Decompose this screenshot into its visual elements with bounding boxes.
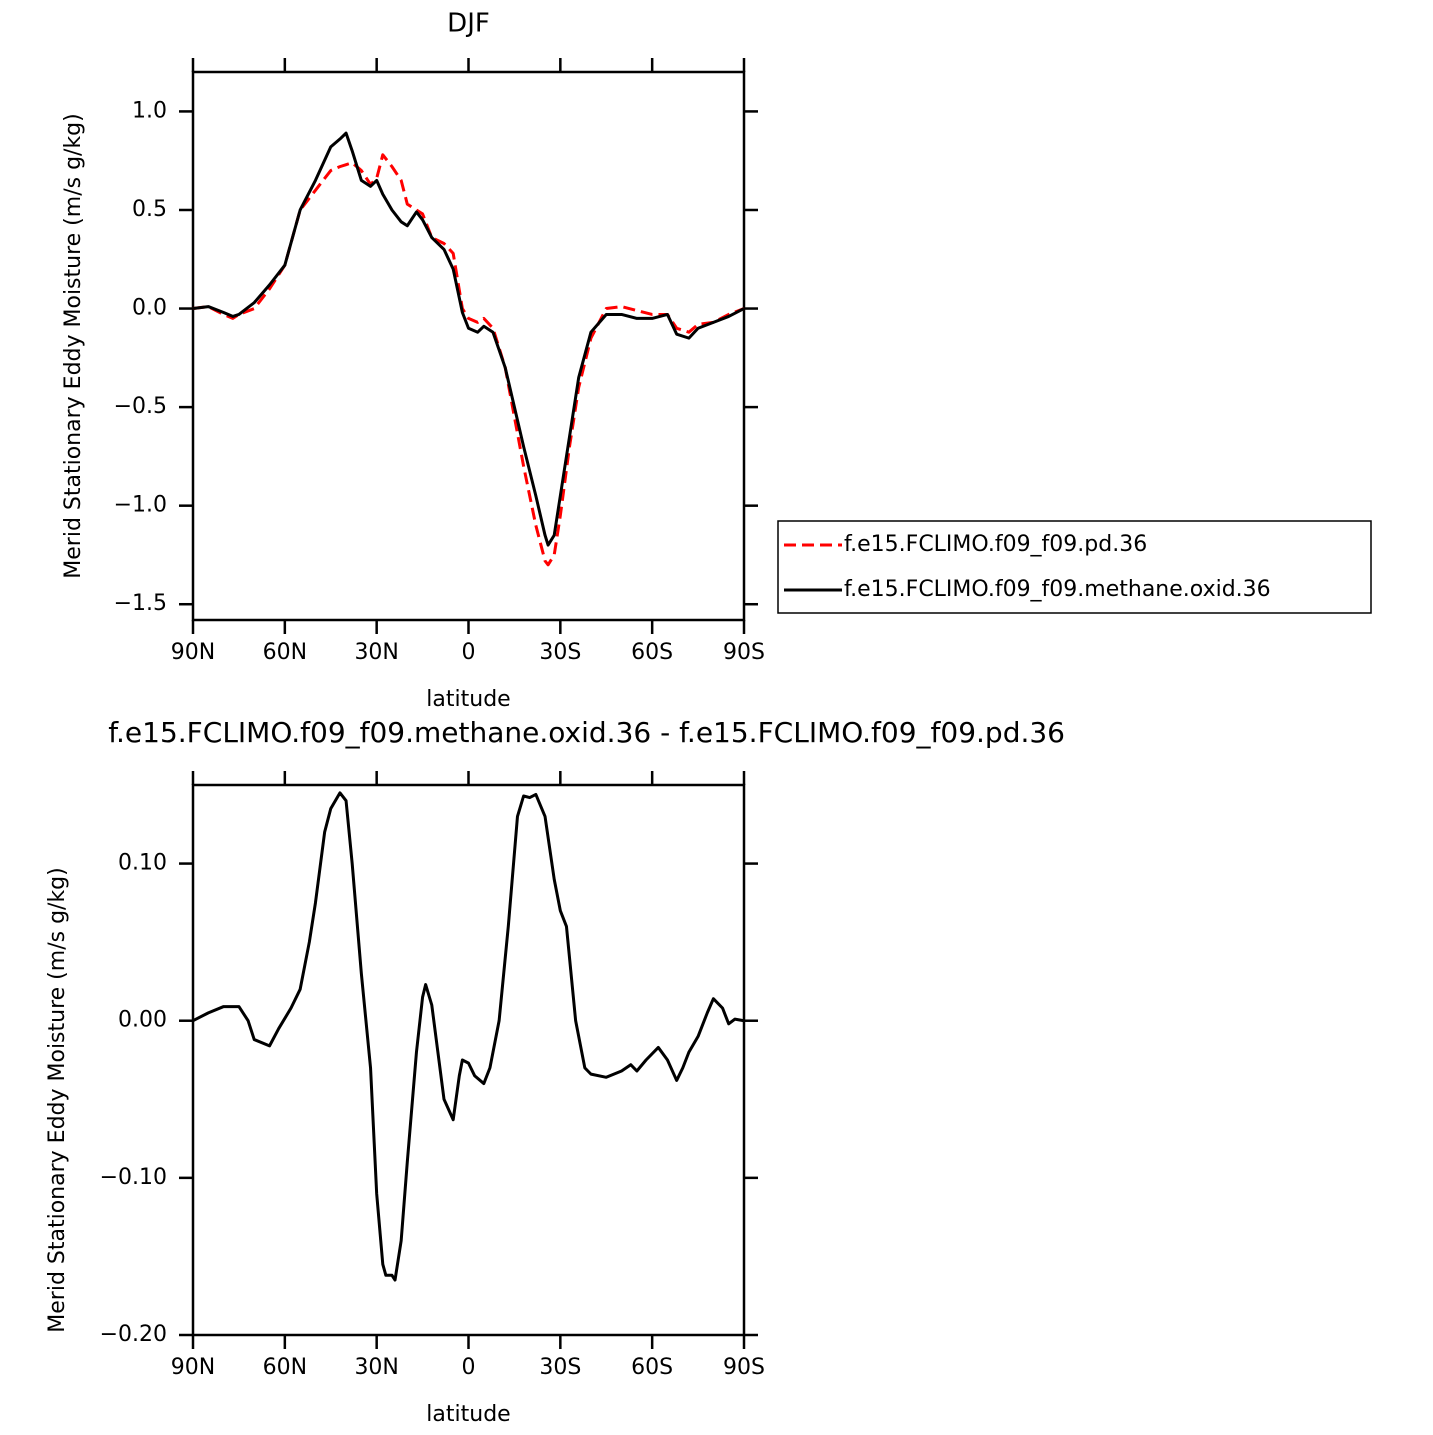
x-tick-label: 90S [723,640,765,665]
x-tick-label: 90S [723,1355,765,1380]
x-tick-label: 30S [539,1355,581,1380]
legend-label: f.e15.FCLIMO.f09_f09.pd.36 [844,532,1147,557]
x-tick-label: 30S [539,640,581,665]
x-tick-label: 30N [354,1355,398,1380]
data-line [192,153,745,567]
x-tick-label: 0 [462,640,476,665]
data-line [192,791,745,1282]
y-tick-label: −1.0 [114,493,167,518]
legend-label: f.e15.FCLIMO.f09_f09.methane.oxid.36 [844,577,1271,602]
x-tick-label: 60N [263,1355,307,1380]
y-tick-label: −0.10 [100,1165,167,1190]
y-tick-label: 0.10 [118,851,167,876]
plot-frame [191,783,746,1337]
y-tick-label: 1.0 [132,98,167,123]
y-axis-label: Merid Stationary Eddy Moisture (m/s g/kg… [61,113,86,578]
chart-title: f.e15.FCLIMO.f09_f09.methane.oxid.36 - f… [108,716,1065,749]
x-axis-label: latitude [426,1402,510,1427]
y-tick-label: −0.20 [100,1322,167,1347]
y-tick-label: 0.0 [132,296,167,321]
x-tick-label: 90N [171,1355,215,1380]
x-tick-label: 60S [631,1355,673,1380]
x-tick-label: 90N [171,640,215,665]
plot-frame [191,70,746,622]
x-tick-label: 30N [354,640,398,665]
data-line [192,131,745,547]
x-tick-label: 60S [631,640,673,665]
y-tick-label: −1.5 [114,591,167,616]
y-axis-label: Merid Stationary Eddy Moisture (m/s g/kg… [45,867,70,1332]
y-tick-label: 0.5 [132,197,167,222]
x-tick-label: 0 [462,1355,476,1380]
legend-box [777,520,1372,614]
y-tick-label: −0.5 [114,394,167,419]
y-tick-label: 0.00 [118,1008,167,1033]
x-axis-label: latitude [426,687,510,712]
chart-title: DJF [447,9,490,39]
x-tick-label: 60N [263,640,307,665]
